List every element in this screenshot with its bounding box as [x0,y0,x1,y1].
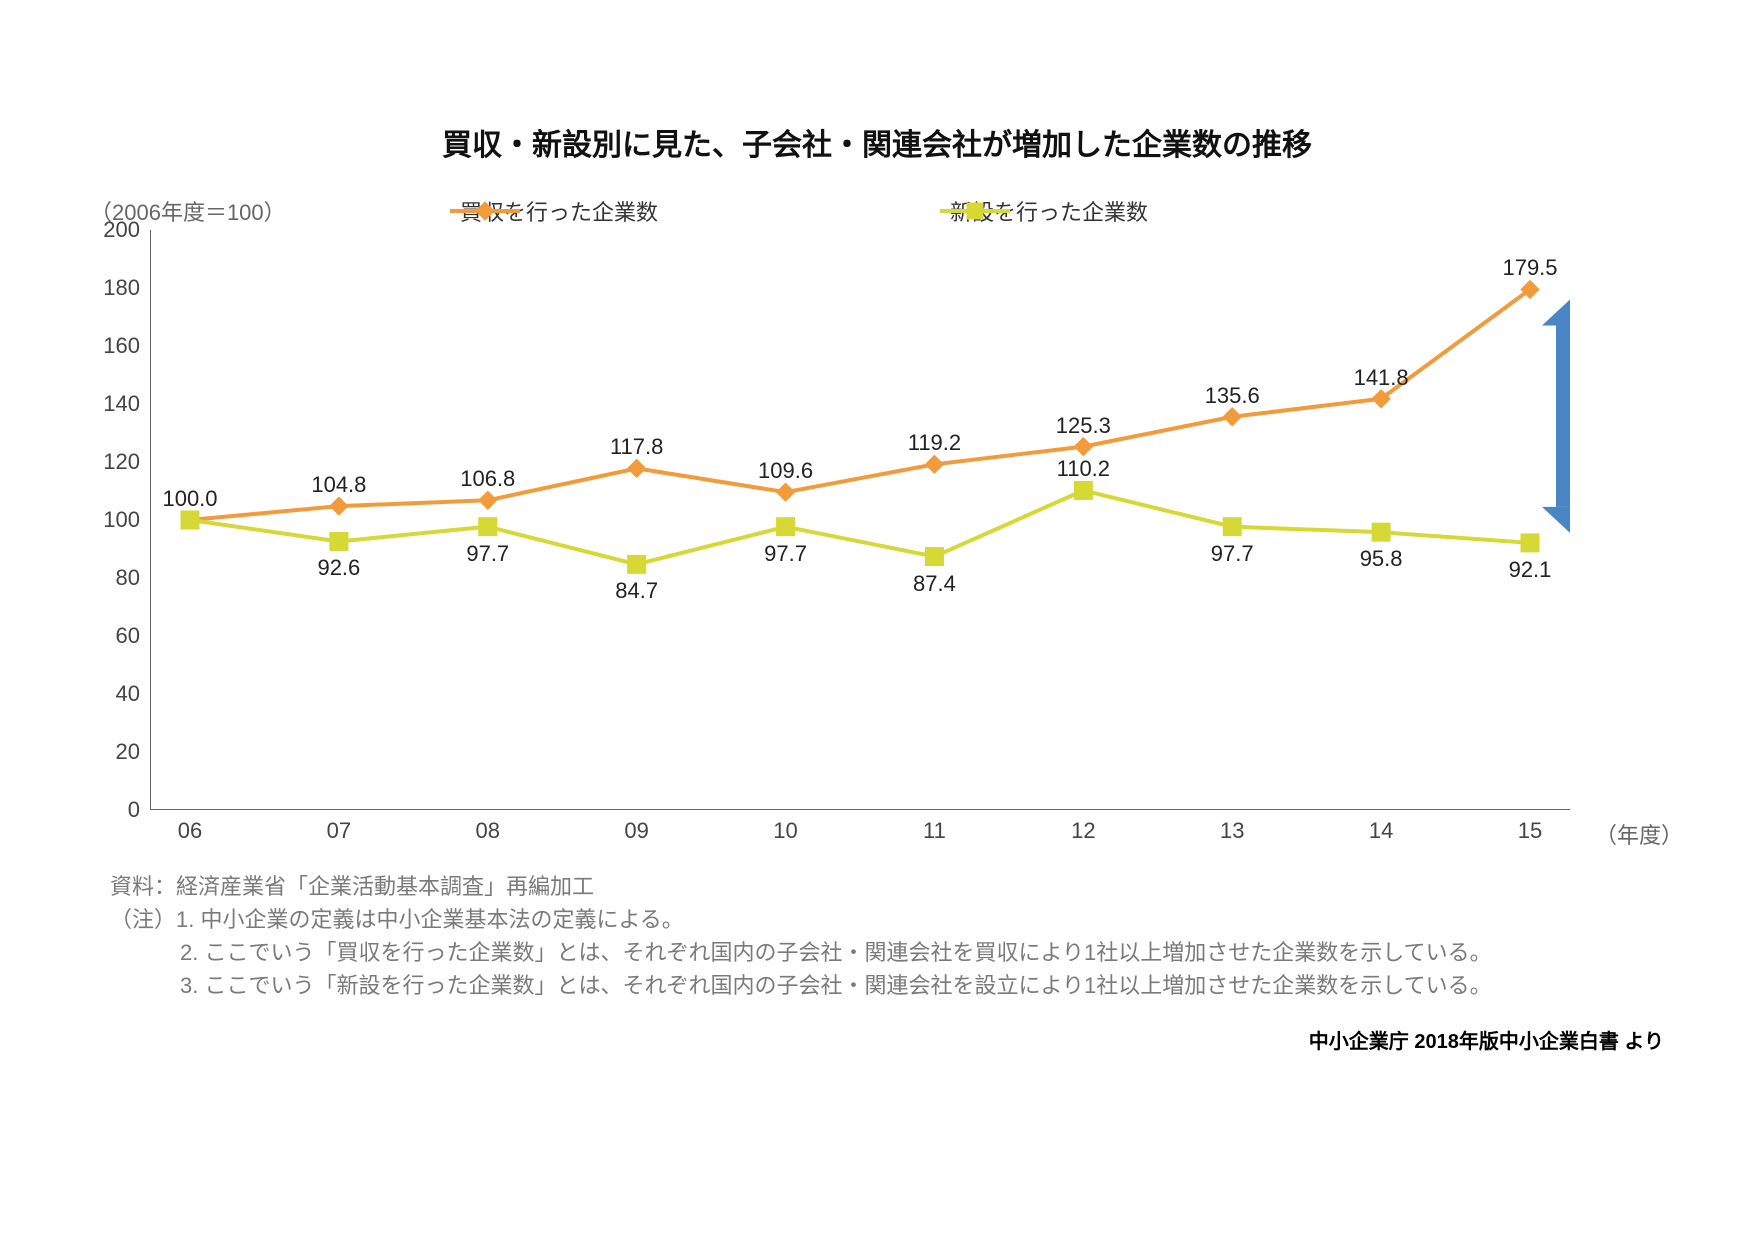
data-label: 117.8 [587,434,687,460]
data-label: 119.2 [884,430,984,456]
x-tick-label: 11 [894,818,974,844]
y-tick-label: 140 [80,391,140,417]
data-label: 106.8 [438,466,538,492]
data-label: 95.8 [1331,546,1431,572]
legend-marker-establishment [940,200,1010,222]
data-label: 100.0 [140,486,240,512]
legend-series-acquisition: 買収を行った企業数 [450,195,658,227]
y-tick-label: 60 [80,623,140,649]
data-label: 97.7 [438,541,538,567]
x-tick-label: 09 [597,818,677,844]
data-label: 179.5 [1480,255,1580,281]
y-tick-label: 160 [80,333,140,359]
y-tick-label: 120 [80,449,140,475]
chart-title: 買収・新設別に見た、子会社・関連会社が増加した企業数の推移 [0,120,1754,164]
chart-notes: 資料：経済産業省「企業活動基本調査」再編加工 （注）1. 中小企業の定義は中小企… [110,870,1492,1002]
data-label: 109.6 [736,458,836,484]
data-label: 125.3 [1033,413,1133,439]
y-tick-label: 0 [80,797,140,823]
data-label: 104.8 [289,472,389,498]
x-tick-label: 06 [150,818,230,844]
y-tick-label: 180 [80,275,140,301]
legend-marker-acquisition [450,200,520,222]
notes-source: 資料：経済産業省「企業活動基本調査」再編加工 [110,870,1492,903]
y-tick-label: 100 [80,507,140,533]
data-label: 92.6 [289,555,389,581]
x-tick-label: 15 [1490,818,1570,844]
x-tick-label: 07 [299,818,379,844]
data-label: 97.7 [736,541,836,567]
data-label: 97.7 [1182,541,1282,567]
x-tick-label: 08 [448,818,528,844]
y-tick-label: 20 [80,739,140,765]
x-tick-label: 13 [1192,818,1272,844]
data-label: 135.6 [1182,383,1282,409]
page: 買収・新設別に見た、子会社・関連会社が増加した企業数の推移 （2006年度＝10… [0,0,1754,1240]
y-tick-label: 200 [80,217,140,243]
x-tick-label: 12 [1043,818,1123,844]
x-tick-label: 14 [1341,818,1421,844]
notes-line-3: 3. ここでいう「新設を行った企業数」とは、それぞれ国内の子会社・関連会社を設立… [110,969,1492,1002]
data-label: 92.1 [1480,557,1580,583]
data-label: 110.2 [1033,456,1133,482]
data-label: 84.7 [587,578,687,604]
legend-series-establishment: 新設を行った企業数 [940,195,1148,227]
notes-line-1: （注）1. 中小企業の定義は中小企業基本法の定義による。 [110,903,1492,936]
annotation-arrow [150,230,1570,810]
y-tick-label: 80 [80,565,140,591]
xaxis-label: （年度） [1595,818,1683,850]
data-label: 141.8 [1331,365,1431,391]
data-label: 87.4 [884,571,984,597]
source-credit: 中小企業庁 2018年版中小企業白書 より [1309,1025,1664,1054]
x-tick-label: 10 [746,818,826,844]
notes-line-2: 2. ここでいう「買収を行った企業数」とは、それぞれ国内の子会社・関連会社を買収… [110,936,1492,969]
y-tick-label: 40 [80,681,140,707]
